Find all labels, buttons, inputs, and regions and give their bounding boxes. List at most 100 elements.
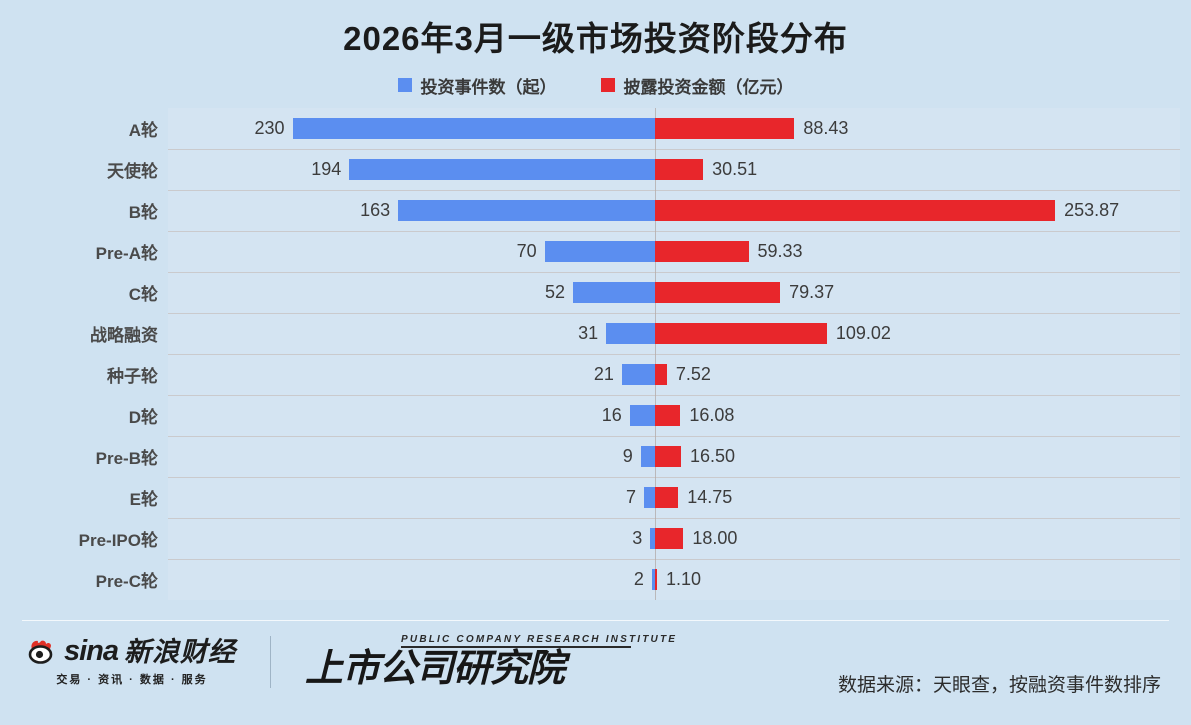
value-label-events: 163 [360,200,391,220]
bar-amount [655,241,749,262]
chart-row: 战略融资 31 109.02 [0,313,1191,354]
bar-events [629,405,655,426]
bar-events [651,569,655,590]
value-label-amount: 59.33 [757,241,803,261]
bar-amount [655,405,681,426]
category-label: Pre-A轮 [95,244,158,263]
chart-area: A轮 230 88.43 天使轮 194 30.51 B轮 163 253.87 Pre-A轮 70… [0,108,1191,725]
bar-group: 194 30.51 [0,149,1191,190]
legend-item-amount: 披露投资金额（亿元） [600,73,794,98]
bar-events [621,364,655,385]
bar-group: 2 1.10 [0,559,1191,600]
chart-row: Pre-C轮 2 1.10 [0,559,1191,600]
value-label-amount: 253.87 [1064,200,1120,220]
value-label-amount: 16.50 [690,446,736,466]
legend-label-amount: 披露投资金额（亿元） [623,77,794,97]
bar-group: 230 88.43 [0,108,1191,149]
bar-events [292,118,655,139]
chart-row: Pre-A轮 70 59.33 [0,231,1191,272]
value-label-events: 52 [545,282,566,302]
bar-events [640,446,655,467]
sina-tagline: 交易 · 资讯 · 数据 · 服务 [56,673,208,686]
bar-group: 52 79.37 [0,272,1191,313]
legend-square-blue-icon [397,78,412,92]
bar-group: 3 18.00 [0,518,1191,559]
legend-square-red-icon [600,78,615,92]
chart-row: 种子轮 21 7.52 [0,354,1191,395]
category-label: Pre-IPO轮 [78,531,158,550]
chart-row: Pre-B轮 9 16.50 [0,436,1191,477]
chart-row: E轮 7 14.75 [0,477,1191,518]
category-label: 天使轮 [107,162,158,181]
category-label: Pre-B轮 [95,449,158,468]
bar-amount [655,446,681,467]
bar-events [349,159,655,180]
footer: sina 新浪财经 交易 · 资讯 · 数据 · 服务 PUBLIC COMPA… [0,620,1191,725]
institute-en-name: PUBLIC COMPANY RESEARCH INSTITUTE [401,634,678,645]
sina-cn-name: 新浪财经 [124,636,237,667]
bar-group: 9 16.50 [0,436,1191,477]
value-label-amount: 30.51 [712,159,758,179]
value-label-amount: 16.08 [689,405,735,425]
bar-group: 70 59.33 [0,231,1191,272]
category-label: B轮 [128,203,158,222]
bar-amount [655,200,1056,221]
bar-amount [655,569,657,590]
chart-row: D轮 16 16.08 [0,395,1191,436]
value-label-events: 21 [593,364,614,384]
value-label-events: 70 [516,241,537,261]
footer-divider [22,620,1169,621]
value-label-amount: 7.52 [675,364,711,384]
page-title: 2026年3月一级市场投资阶段分布 [343,20,848,57]
sina-finance-logo: sina 新浪财经 交易 · 资讯 · 数据 · 服务 [28,636,252,687]
value-label-events: 194 [311,159,342,179]
value-label-events: 9 [622,446,633,466]
brand-separator [270,635,272,688]
chart-row: 天使轮 194 30.51 [0,149,1191,190]
chart-row: C轮 52 79.37 [0,272,1191,313]
value-label-events: 16 [601,405,622,425]
bar-events [573,282,655,303]
bar-events [544,241,655,262]
value-label-amount: 88.43 [803,118,849,138]
bar-amount [655,364,667,385]
bar-group: 7 14.75 [0,477,1191,518]
center-axis-line [655,108,656,600]
category-label: 种子轮 [107,367,158,386]
bar-events [398,200,655,221]
category-label: Pre-C轮 [95,572,158,591]
bar-group: 31 109.02 [0,313,1191,354]
value-label-events: 7 [625,487,636,507]
plot-background [168,108,1180,600]
bar-events [650,528,655,549]
data-source-note: 数据来源：天眼查，按融资事件数排序 [837,675,1161,696]
legend-label-events: 投资事件数（起） [420,77,557,97]
category-label: D轮 [128,408,158,427]
bar-events [643,487,655,508]
value-label-events: 3 [632,528,643,548]
sina-eye-icon [28,640,58,666]
institute-logo: PUBLIC COMPANY RESEARCH INSTITUTE 上市公司研究… [289,634,677,690]
category-label: C轮 [128,285,158,304]
value-label-amount: 1.10 [666,569,702,589]
bar-group: 21 7.52 [0,354,1191,395]
chart-row: A轮 230 88.43 [0,108,1191,149]
value-label-amount: 109.02 [835,323,891,343]
value-label-amount: 18.00 [692,528,738,548]
value-label-amount: 14.75 [687,487,733,507]
category-label: A轮 [128,121,158,140]
institute-cn-name: 上市公司研究院 [305,648,565,690]
value-label-events: 2 [633,569,644,589]
bar-amount [655,282,781,303]
value-label-amount: 79.37 [789,282,835,302]
bar-amount [655,159,704,180]
legend-item-events: 投资事件数（起） [397,73,557,98]
category-label: 战略融资 [90,326,158,345]
bar-amount [655,528,684,549]
bar-group: 16 16.08 [0,395,1191,436]
value-label-events: 230 [254,118,285,138]
brand-logos: sina 新浪财经 交易 · 资讯 · 数据 · 服务 PUBLIC COMPA… [28,634,677,690]
bar-amount [655,118,795,139]
value-label-events: 31 [578,323,599,343]
